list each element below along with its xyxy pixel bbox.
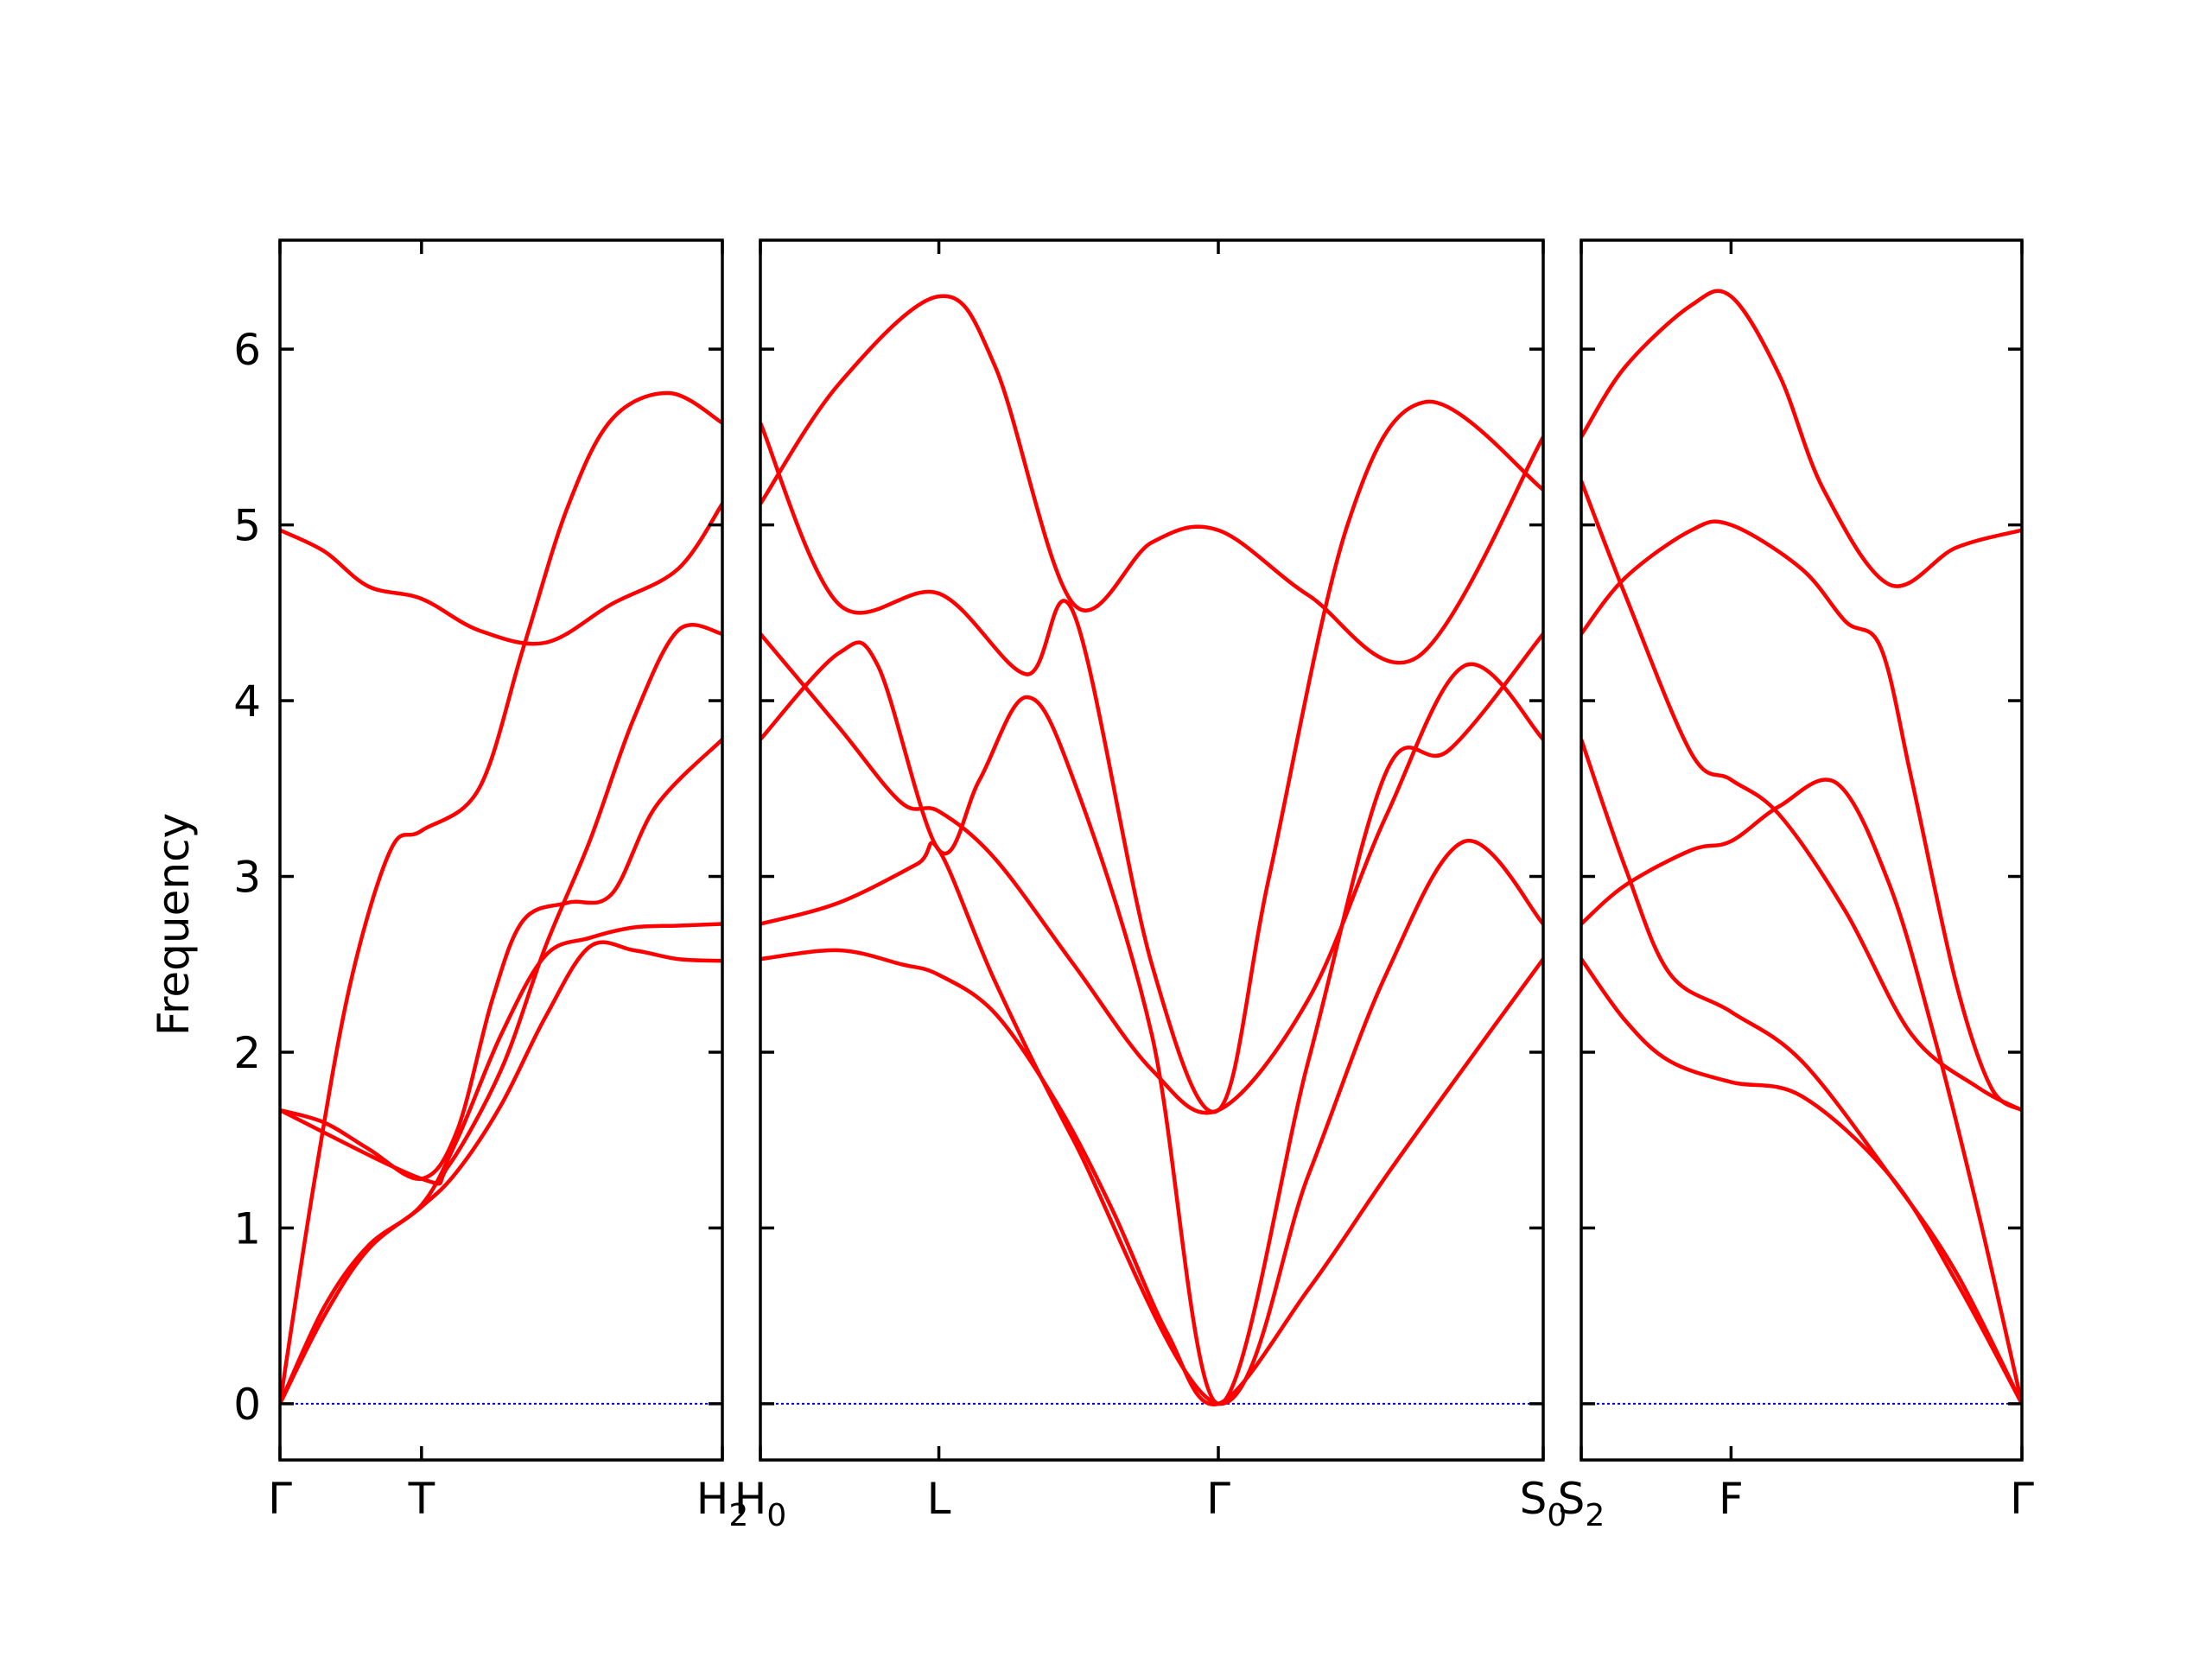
x-tick-label: Γ [268, 1474, 292, 1524]
band-1-line [280, 940, 722, 1405]
band-4-line [280, 738, 722, 1181]
x-tick-label: L [927, 1474, 951, 1524]
band-2-line [760, 839, 1543, 1406]
band-4-line [760, 632, 1543, 1406]
band-2-line [1581, 739, 2022, 1405]
y-tick-label: 0 [233, 1380, 261, 1430]
y-tick-label: 3 [233, 853, 261, 903]
y-tick-label: 4 [233, 676, 261, 727]
band-3-line [760, 632, 1543, 1115]
band-5-line [1581, 519, 2022, 1113]
x-tick-label: T [408, 1474, 435, 1524]
x-tick-label-subscript: 0 [1547, 1498, 1567, 1533]
band-4-line [1581, 479, 2022, 1113]
panel-frame [759, 238, 1545, 1462]
y-tick-label: 1 [233, 1203, 261, 1254]
x-tick-label: F [1719, 1474, 1744, 1524]
x-tick-label-subscript: 2 [1585, 1498, 1605, 1533]
x-tick-label-subscript: 2 [728, 1498, 748, 1533]
x-tick-label: Γ [2010, 1474, 2034, 1524]
band-1-line [760, 948, 1543, 1407]
y-tick-label: 5 [233, 501, 261, 551]
band-6-line [760, 294, 1543, 665]
panel-2: H0 L Γ S0 [734, 238, 1567, 1533]
panel-3: S2 F Γ [1558, 238, 2034, 1533]
x-tick-label: Γ [1206, 1474, 1230, 1524]
y-tick-label: 2 [233, 1028, 261, 1078]
y-tick-label: 6 [233, 325, 261, 375]
band-curves [280, 390, 722, 1405]
band-3-line [280, 390, 722, 1405]
band-5-line [760, 399, 1543, 1114]
band-3-line [1581, 778, 2022, 1405]
band-curves [1581, 289, 2022, 1405]
y-axis-title: Frequency [149, 813, 199, 1036]
band-2-line [280, 922, 722, 1405]
band-6-line [1581, 289, 2022, 588]
band-6-line [280, 502, 722, 646]
band-curves [760, 294, 1543, 1407]
panel-frame [278, 238, 724, 1462]
x-tick-label-subscript: 0 [766, 1498, 786, 1533]
panel-frame [1580, 238, 2024, 1462]
band-1-line [1581, 957, 2022, 1405]
band-5-line [280, 623, 722, 1186]
